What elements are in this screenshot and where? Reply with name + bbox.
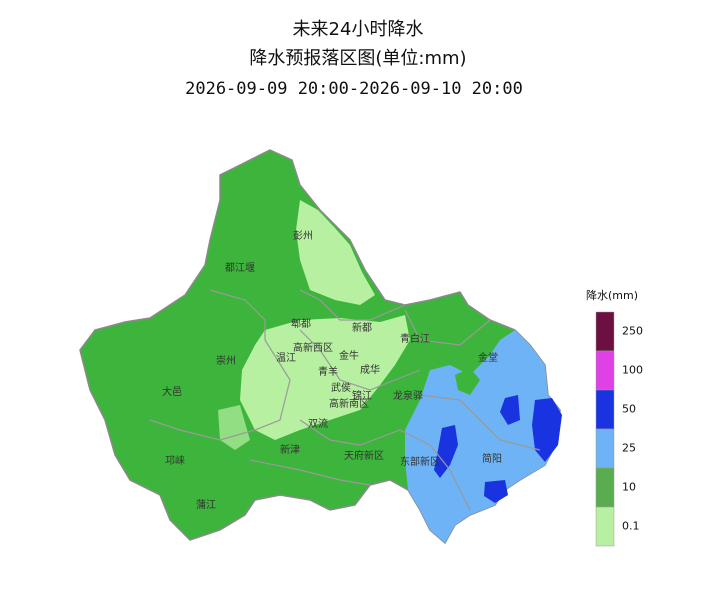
legend-swatch <box>595 506 615 547</box>
district-label: 温江 <box>276 352 296 364</box>
title: 未来24小时降水 <box>293 19 424 40</box>
district-label: 青白江 <box>400 332 430 345</box>
district-label: 新都 <box>352 321 372 334</box>
legend-label: 25 <box>622 442 636 455</box>
legend-label: 10 <box>622 481 636 494</box>
district-label: 青羊 <box>318 365 338 378</box>
legend-swatch <box>595 467 615 508</box>
district-label: 金堂 <box>478 351 498 364</box>
district-label: 彭州 <box>293 229 313 242</box>
district-label: 蒲江 <box>196 498 216 511</box>
district-label: 天府新区 <box>344 449 384 462</box>
district-label: 成华 <box>360 363 380 376</box>
legend-swatch <box>595 311 615 352</box>
district-label: 都江堰 <box>225 262 255 274</box>
period: 2026-09-09 20:00-2026-09-10 20:00 <box>185 79 523 99</box>
legend-label: 250 <box>622 325 643 338</box>
map-shape <box>79 149 562 545</box>
district-label: 高新西区 <box>293 341 333 354</box>
legend-title: 降水(mm) <box>586 288 638 302</box>
legend-swatch <box>595 389 615 430</box>
district-label: 锦江 <box>352 389 372 402</box>
district-label: 新津 <box>280 443 300 456</box>
district-label: 郫都 <box>291 317 311 330</box>
district-label: 崇州 <box>216 355 236 367</box>
district-label: 大邑 <box>162 385 182 398</box>
legend-swatch <box>595 428 615 469</box>
legend-label: 50 <box>622 403 636 416</box>
district-label: 邛崃 <box>165 455 185 467</box>
subtitle: 降水预报落区图(单位:mm) <box>249 48 466 69</box>
legend: 250 100 50 25 10 0.1 <box>595 311 643 547</box>
legend-swatch <box>595 350 615 391</box>
district-label: 东部新区 <box>400 455 440 468</box>
district-label: 简阳 <box>482 452 502 465</box>
district-label: 金牛 <box>339 349 359 362</box>
legend-label: 100 <box>622 364 643 377</box>
legend-label: 0.1 <box>622 520 640 533</box>
district-label: 武侯 <box>331 381 351 394</box>
district-label: 双流 <box>308 417 328 430</box>
district-label: 龙泉驿 <box>393 389 423 402</box>
district-label: 高新南区 <box>329 397 369 410</box>
